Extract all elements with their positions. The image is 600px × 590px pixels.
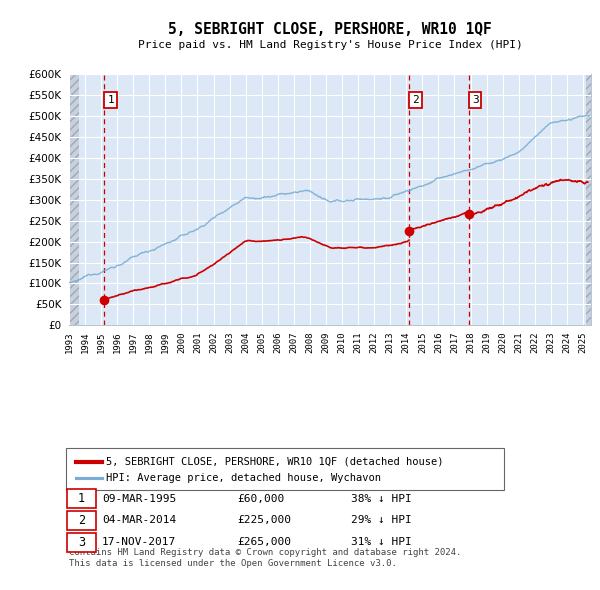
Text: Contains HM Land Registry data © Crown copyright and database right 2024.
This d: Contains HM Land Registry data © Crown c… bbox=[69, 548, 461, 568]
Text: 5, SEBRIGHT CLOSE, PERSHORE, WR10 1QF (detached house): 5, SEBRIGHT CLOSE, PERSHORE, WR10 1QF (d… bbox=[106, 457, 444, 467]
Text: 29% ↓ HPI: 29% ↓ HPI bbox=[351, 516, 412, 525]
Text: 3: 3 bbox=[78, 536, 85, 549]
Text: 09-MAR-1995: 09-MAR-1995 bbox=[102, 494, 176, 503]
Text: Price paid vs. HM Land Registry's House Price Index (HPI): Price paid vs. HM Land Registry's House … bbox=[137, 40, 523, 50]
Text: HPI: Average price, detached house, Wychavon: HPI: Average price, detached house, Wych… bbox=[106, 474, 381, 483]
Text: 31% ↓ HPI: 31% ↓ HPI bbox=[351, 537, 412, 547]
Text: 5, SEBRIGHT CLOSE, PERSHORE, WR10 1QF: 5, SEBRIGHT CLOSE, PERSHORE, WR10 1QF bbox=[168, 22, 492, 37]
Text: 3: 3 bbox=[472, 95, 479, 105]
Text: 38% ↓ HPI: 38% ↓ HPI bbox=[351, 494, 412, 503]
Text: 1: 1 bbox=[78, 492, 85, 505]
Text: 17-NOV-2017: 17-NOV-2017 bbox=[102, 537, 176, 547]
Text: 1: 1 bbox=[107, 95, 114, 105]
Text: 2: 2 bbox=[412, 95, 419, 105]
Bar bbox=[69, 74, 79, 326]
Text: £60,000: £60,000 bbox=[237, 494, 284, 503]
Text: 04-MAR-2014: 04-MAR-2014 bbox=[102, 516, 176, 525]
Bar bbox=[586, 74, 592, 326]
Text: £265,000: £265,000 bbox=[237, 537, 291, 547]
Text: £225,000: £225,000 bbox=[237, 516, 291, 525]
Text: 2: 2 bbox=[78, 514, 85, 527]
